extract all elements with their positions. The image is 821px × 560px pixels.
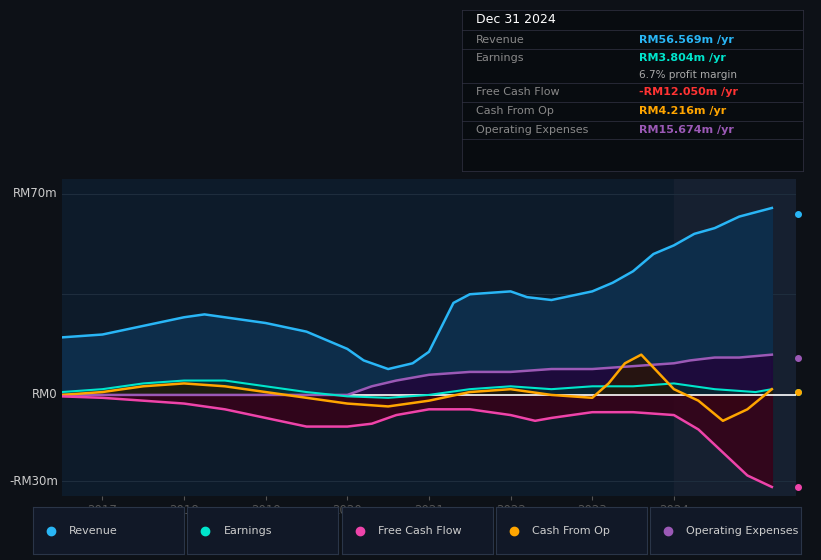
Text: Cash From Op: Cash From Op [532, 526, 610, 535]
Text: -RM12.050m /yr: -RM12.050m /yr [640, 87, 738, 97]
Text: Free Cash Flow: Free Cash Flow [476, 87, 559, 97]
Text: RM4.216m /yr: RM4.216m /yr [640, 106, 727, 116]
Text: 6.7% profit margin: 6.7% profit margin [640, 70, 737, 80]
Text: RM56.569m /yr: RM56.569m /yr [640, 35, 734, 45]
Text: Earnings: Earnings [476, 53, 525, 63]
Text: RM3.804m /yr: RM3.804m /yr [640, 53, 727, 63]
Text: Revenue: Revenue [69, 526, 118, 535]
Text: Dec 31 2024: Dec 31 2024 [476, 13, 556, 26]
Text: Operating Expenses: Operating Expenses [476, 125, 588, 135]
Text: -RM30m: -RM30m [9, 475, 58, 488]
Bar [674, 179, 796, 496]
Text: RM15.674m /yr: RM15.674m /yr [640, 125, 734, 135]
Text: Revenue: Revenue [476, 35, 525, 45]
Text: RM70m: RM70m [13, 187, 58, 200]
Text: Free Cash Flow: Free Cash Flow [378, 526, 461, 535]
Text: Cash From Op: Cash From Op [476, 106, 553, 116]
Text: Earnings: Earnings [223, 526, 272, 535]
Text: RM0: RM0 [32, 389, 58, 402]
Text: Operating Expenses: Operating Expenses [686, 526, 799, 535]
